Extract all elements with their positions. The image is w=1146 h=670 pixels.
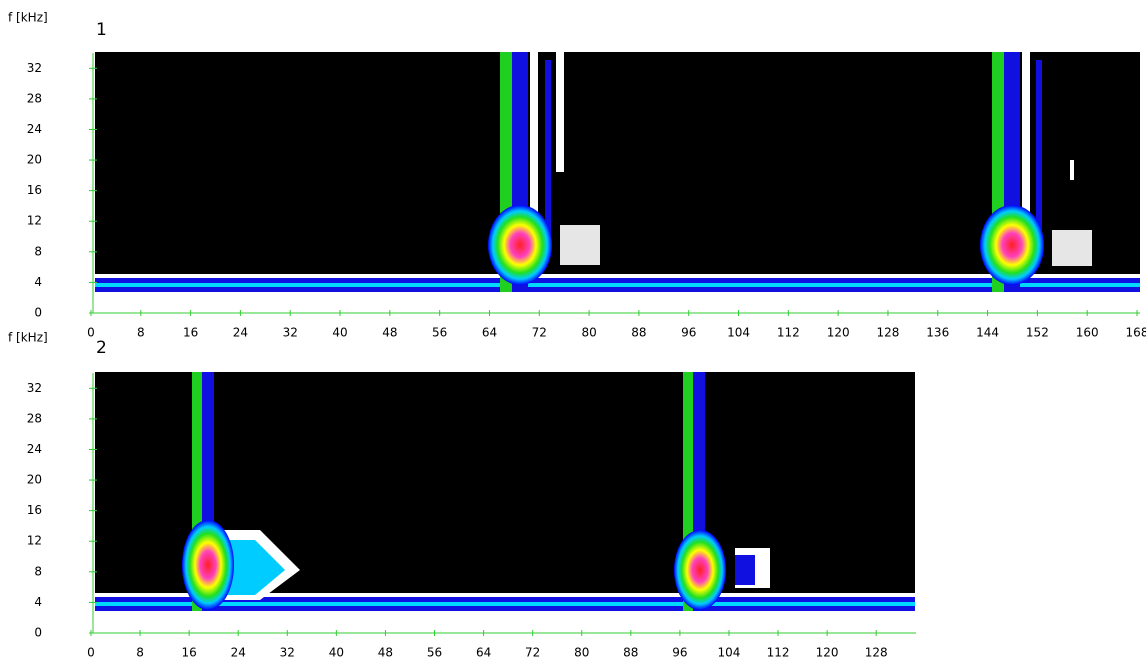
x-tick-label: 112 — [767, 646, 790, 660]
x-tick-label: 24 — [231, 646, 246, 660]
y-tick-label: 16 — [27, 503, 42, 517]
x-tick-label: 112 — [777, 326, 800, 340]
y-tick-label: 24 — [27, 122, 42, 136]
x-tick-label: 120 — [827, 326, 850, 340]
spectrogram-screen: f [kHz] 1 f [kHz] 2 04812162024283208162… — [0, 0, 1146, 666]
y-tick-label: 12 — [27, 534, 42, 548]
x-tick-label: 88 — [631, 326, 646, 340]
x-tick-label: 120 — [816, 646, 839, 660]
x-tick-label: 104 — [727, 326, 750, 340]
panel-title: 1 — [96, 20, 107, 40]
x-tick-label: 96 — [681, 326, 696, 340]
x-tick-label: 0 — [87, 646, 95, 660]
x-tick-label: 136 — [926, 326, 949, 340]
y-tick-label: 8 — [34, 564, 42, 578]
spectrogram-image — [95, 372, 915, 611]
panel-title: 2 — [96, 338, 107, 358]
x-tick-label: 24 — [233, 326, 248, 340]
x-tick-label: 128 — [865, 646, 888, 660]
x-tick-label: 40 — [332, 326, 347, 340]
x-tick-label: 48 — [378, 646, 393, 660]
y-tick-label: 20 — [27, 473, 42, 487]
y-tick-label: 16 — [27, 183, 42, 197]
y-tick-label: 24 — [27, 442, 42, 456]
y-tick-label: 8 — [34, 244, 42, 258]
x-tick-label: 32 — [283, 326, 298, 340]
x-tick-label: 8 — [136, 646, 144, 660]
x-tick-label: 160 — [1076, 326, 1099, 340]
x-tick-label: 104 — [718, 646, 741, 660]
x-tick-label: 144 — [976, 326, 999, 340]
y-tick-label: 32 — [27, 381, 42, 395]
y-tick-label: 20 — [27, 153, 42, 167]
y-axis-label: f [kHz] — [8, 331, 48, 345]
x-tick-label: 80 — [581, 326, 596, 340]
x-tick-label: 16 — [183, 326, 198, 340]
x-tick-label: 64 — [482, 326, 497, 340]
x-tick-label: 0 — [87, 326, 95, 340]
y-tick-label: 4 — [34, 275, 42, 289]
y-tick-label: 0 — [34, 626, 42, 640]
x-tick-label: 32 — [280, 646, 295, 660]
x-tick-label: 152 — [1026, 326, 1049, 340]
x-tick-label: 96 — [672, 646, 687, 660]
x-tick-label: 8 — [137, 326, 145, 340]
x-tick-label: 56 — [427, 646, 442, 660]
x-tick-label: 80 — [574, 646, 589, 660]
x-tick-label: 40 — [329, 646, 344, 660]
x-tick-label: 56 — [432, 326, 447, 340]
y-tick-label: 12 — [27, 214, 42, 228]
x-tick-label: 88 — [623, 646, 638, 660]
y-tick-label: 4 — [34, 595, 42, 609]
spectrogram-image — [95, 52, 1140, 292]
y-tick-label: 32 — [27, 61, 42, 75]
x-tick-label: 64 — [476, 646, 491, 660]
x-tick-label: 128 — [876, 326, 899, 340]
y-tick-label: 0 — [34, 306, 42, 320]
x-tick-label: 16 — [182, 646, 197, 660]
y-tick-label: 28 — [27, 411, 42, 425]
y-axis-label: f [kHz] — [8, 11, 48, 25]
x-tick-label: 72 — [532, 326, 547, 340]
x-tick-label: 72 — [525, 646, 540, 660]
x-tick-label: 48 — [382, 326, 397, 340]
y-tick-label: 28 — [27, 91, 42, 105]
x-tick-label: 168 — [1126, 326, 1146, 340]
